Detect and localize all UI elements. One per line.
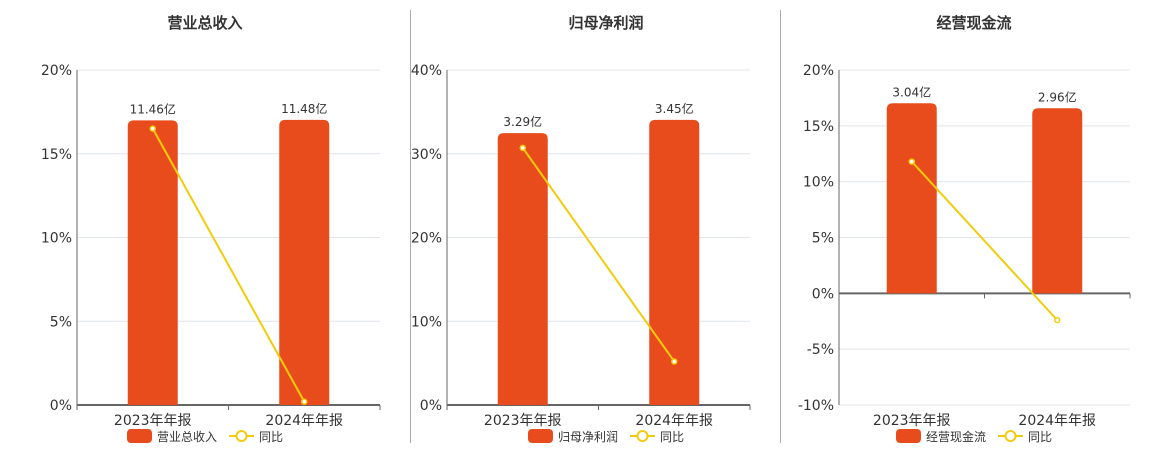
y-tick-label: 15% xyxy=(41,147,72,163)
y-tick-label: 20% xyxy=(803,63,834,79)
chart-title: 经营现金流 xyxy=(936,14,1011,32)
legend-line-marker xyxy=(636,430,649,442)
legend-bar-label: 经营现金流 xyxy=(926,429,986,444)
chart-panel-revenue: 营业总收入 20% 15% 10% 5% 0% 11.46亿 2023年年报 11.48亿 202… xyxy=(0,0,410,450)
yoy-point xyxy=(519,144,526,152)
y-tick-label: 10% xyxy=(803,175,834,191)
yoy-point xyxy=(1054,316,1061,324)
y-tick-label: 10% xyxy=(41,231,72,247)
legend-bar-label: 营业总收入 xyxy=(157,430,217,444)
chart-cash-flow: 经营现金流 20% 15% 10% 5% 0% -5% -10% 3.04亿 2023年年报 2.9… xyxy=(798,14,1131,444)
y-tick-label: 5% xyxy=(50,314,72,330)
x-tick-label: 2024年年报 xyxy=(1018,413,1096,429)
chart-net-profit: 归母净利润 40% 30% 20% 10% 0% 3.29亿 2023年年报 3.45亿 2024… xyxy=(411,14,751,444)
bar xyxy=(127,120,178,405)
bar-value-label: 3.04亿 xyxy=(892,84,931,99)
bar-value-label: 11.48亿 xyxy=(281,101,327,116)
chart-revenue: 营业总收入 20% 15% 10% 5% 0% 11.46亿 2023年年报 11.48亿 202… xyxy=(41,14,381,444)
x-tick-label: 2023年年报 xyxy=(873,413,951,429)
yoy-point xyxy=(149,125,156,132)
y-tick-label: 20% xyxy=(411,231,442,247)
legend-line-marker xyxy=(235,430,248,442)
y-tick-label: 0% xyxy=(50,398,72,414)
chart-panel-net-profit: 归母净利润 40% 30% 20% 10% 0% 3.29亿 2023年年报 3.45亿 2024… xyxy=(411,0,780,450)
bar xyxy=(886,103,937,294)
legend-line-label: 同比 xyxy=(1028,430,1052,444)
legend-line-marker xyxy=(1004,430,1017,442)
x-tick-label: 2023年年报 xyxy=(114,413,192,429)
chart-title: 营业总收入 xyxy=(167,14,242,32)
y-tick-label: -5% xyxy=(807,342,834,358)
yoy-line xyxy=(911,160,1058,321)
yoy-line xyxy=(521,147,676,363)
y-tick-label: 20% xyxy=(41,63,72,79)
y-tick-label: 30% xyxy=(411,147,442,163)
bar-value-label: 3.45亿 xyxy=(655,101,694,116)
x-tick-label: 2024年年报 xyxy=(635,413,713,429)
yoy-point xyxy=(671,358,678,365)
bar xyxy=(1032,108,1083,294)
legend-bar-swatch xyxy=(127,429,152,443)
yoy-line xyxy=(151,128,306,403)
y-tick-label: 40% xyxy=(411,63,442,79)
y-tick-label: 10% xyxy=(411,314,442,330)
x-tick-label: 2024年年报 xyxy=(265,413,343,429)
yoy-point xyxy=(301,398,308,405)
bar xyxy=(279,119,330,405)
chart-title: 归母净利润 xyxy=(568,14,643,32)
legend-bar-swatch xyxy=(896,429,921,443)
x-tick-label: 2023年年报 xyxy=(484,413,562,429)
bar-value-label: 3.29亿 xyxy=(503,114,542,129)
yoy-point xyxy=(908,158,915,165)
y-tick-label: 5% xyxy=(812,231,834,247)
bar-value-label: 11.46亿 xyxy=(130,101,176,116)
y-tick-label: 0% xyxy=(420,398,442,414)
legend-line-label: 同比 xyxy=(259,430,283,444)
y-tick-label: 15% xyxy=(803,119,834,135)
bar-value-label: 2.96亿 xyxy=(1038,89,1077,104)
legend-bar-label: 归母净利润 xyxy=(558,430,618,444)
chart-panel-cash-flow: 经营现金流 20% 15% 10% 5% 0% -5% -10% 3.04亿 2023年年报 2.9… xyxy=(781,0,1160,450)
divider xyxy=(410,10,411,443)
divider xyxy=(780,10,781,443)
bar xyxy=(497,133,548,405)
legend-line-label: 同比 xyxy=(660,430,684,444)
y-tick-label: 0% xyxy=(812,286,834,302)
legend-bar-swatch xyxy=(528,429,553,443)
y-tick-label: -10% xyxy=(798,398,834,414)
bar xyxy=(649,119,700,405)
